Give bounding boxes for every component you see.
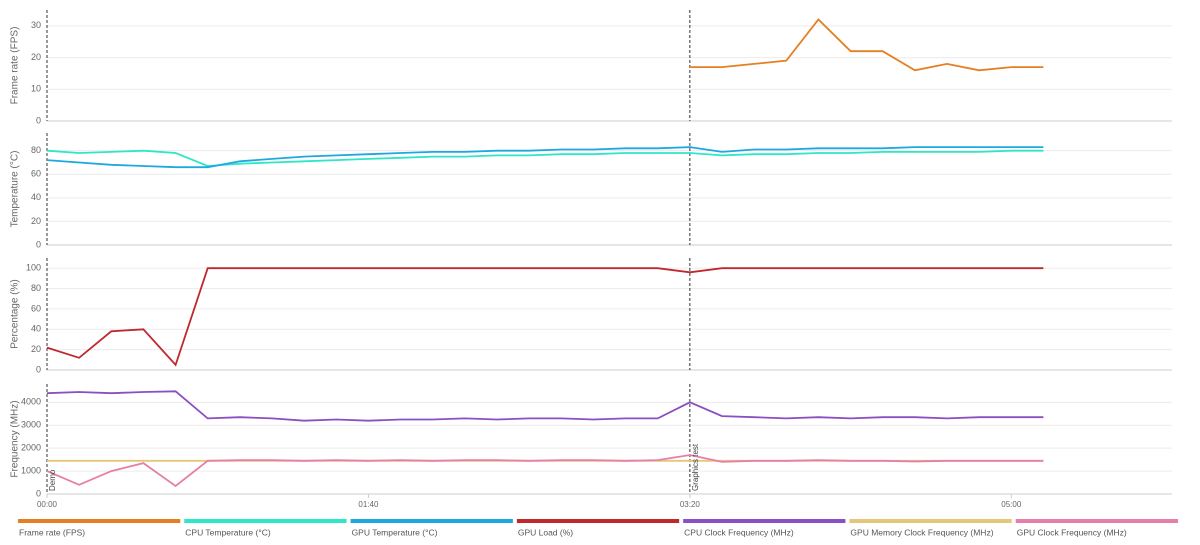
y-tick-label: 30 [31,20,41,30]
y-tick-label: 60 [31,169,41,179]
y-tick-label: 2000 [21,443,41,453]
y-tick-label: 0 [36,488,41,498]
legend-label: Frame rate (FPS) [19,527,85,537]
series-line [46,390,1044,422]
legend-swatch [350,519,513,523]
y-tick-label: 40 [31,324,41,334]
legend-label: GPU Load (%) [518,527,573,537]
y-tick-label: 1000 [21,465,41,475]
y-tick-label: 80 [31,145,41,155]
marker-label: Graphics test [691,443,700,491]
legend-swatch [1015,519,1178,523]
legend-swatch [18,519,181,523]
y-axis-label: Percentage (%) [10,279,21,348]
series-line [689,18,1044,72]
y-tick-label: 10 [31,84,41,94]
x-tick-label: 05:00 [1001,500,1022,509]
y-tick-label: 20 [31,52,41,62]
legend-swatch [516,519,680,523]
legend-label: CPU Temperature (°C) [185,527,271,537]
y-axis-label: Frame rate (FPS) [10,27,21,105]
y-tick-label: 4000 [21,397,41,407]
legend-label: CPU Clock Frequency (MHz) [684,527,794,537]
series-line [46,149,1044,167]
legend-label: GPU Temperature (°C) [352,527,438,537]
series-line [46,146,1044,169]
x-tick-label: 01:40 [358,500,379,509]
legend-swatch [184,519,347,523]
x-tick-label: 00:00 [37,500,58,509]
y-tick-label: 60 [31,303,41,313]
y-tick-label: 0 [36,364,41,374]
y-tick-label: 0 [36,115,41,125]
y-tick-label: 100 [26,263,41,273]
y-tick-label: 20 [31,344,41,354]
legend-swatch [683,519,846,523]
legend-label: GPU Clock Frequency (MHz) [1017,527,1127,537]
legend-swatch [849,519,1012,523]
y-axis-label: Temperature (°C) [10,151,21,228]
y-tick-label: 3000 [21,420,41,430]
series-line [46,267,1044,367]
marker-label: Demo [48,469,57,491]
y-tick-label: 40 [31,192,41,202]
series-line [46,454,1044,488]
y-axis-label: Frequency (MHz) [10,400,21,477]
legend-label: GPU Memory Clock Frequency (MHz) [850,527,993,537]
y-tick-label: 0 [36,239,41,249]
y-tick-label: 20 [31,216,41,226]
y-tick-label: 80 [31,283,41,293]
x-tick-label: 03:20 [680,500,701,509]
